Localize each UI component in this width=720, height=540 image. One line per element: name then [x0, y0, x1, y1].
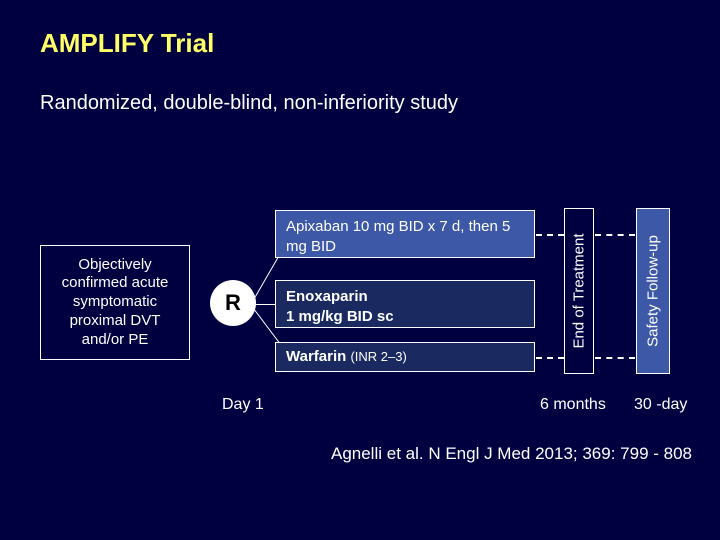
randomize-node: R [210, 280, 256, 326]
dashed-connector [536, 357, 564, 359]
safety-followup-box: Safety Follow-up [636, 208, 670, 374]
slide-title: AMPLIFY Trial [40, 28, 214, 59]
dashed-connector [595, 234, 635, 236]
arm-apixaban: Apixaban 10 mg BID x 7 d, then 5 mg BID [275, 210, 535, 258]
end-of-treatment-box: End of Treatment [564, 208, 594, 374]
dashed-connector [536, 234, 564, 236]
enrollment-box: Objectively confirmed acute symptomatic … [40, 245, 190, 360]
end-of-treatment-label: End of Treatment [571, 233, 588, 348]
safety-followup-label: Safety Follow-up [645, 235, 662, 347]
arm-warfarin: Warfarin (INR 2–3) [275, 342, 535, 372]
timeline-6months: 6 months [540, 396, 606, 414]
arm-enoxaparin: Enoxaparin1 mg/kg BID sc [275, 280, 535, 328]
arm-warfarin-main: Warfarin [286, 348, 350, 365]
dashed-connector [595, 357, 635, 359]
citation: Agnelli et al. N Engl J Med 2013; 369: 7… [331, 444, 692, 464]
timeline-day1: Day 1 [222, 396, 264, 414]
slide-subtitle: Randomized, double-blind, non-inferiorit… [40, 92, 458, 115]
timeline-30day: 30 -day [634, 396, 687, 414]
arm-warfarin-paren: (INR 2–3) [350, 349, 406, 364]
